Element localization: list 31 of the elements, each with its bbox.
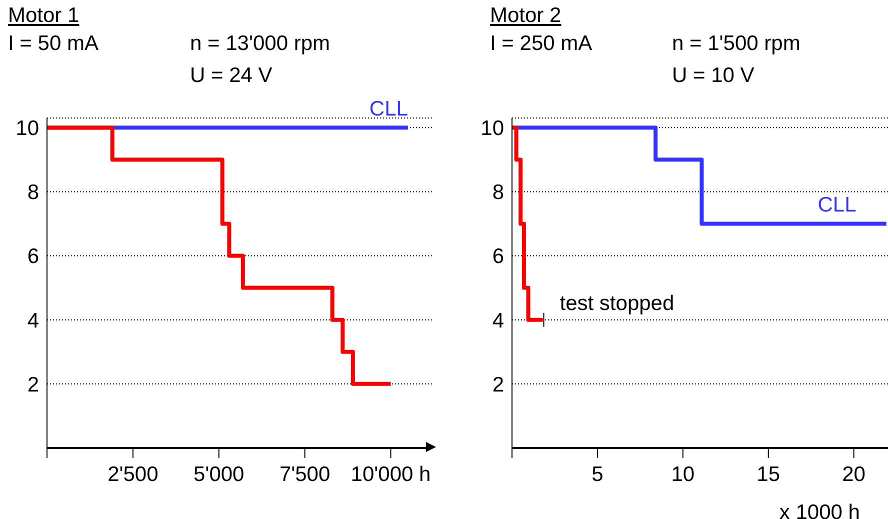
y-tick-label: 8	[27, 181, 39, 204]
y-tick-label: 10	[480, 117, 504, 140]
annotation: test stopped	[560, 292, 674, 315]
stop-tick-note: test stopped	[543, 292, 674, 328]
x-tick-label: 15	[756, 462, 780, 486]
y-tick-label: 2	[27, 373, 39, 396]
y-tick-label: 6	[27, 245, 39, 268]
chart-title: Motor 1	[8, 4, 80, 28]
y-tick-label: 8	[492, 181, 504, 204]
x-tick-label: 7'500	[279, 462, 330, 486]
text: U = 24 V	[190, 64, 272, 88]
chart-title: Motor 2	[490, 4, 562, 28]
x-tick-label: 10	[671, 462, 695, 486]
text: n = 1'500 rpm	[672, 32, 800, 56]
text: I = 50 mA	[8, 32, 98, 56]
x-tick-label: 20	[842, 462, 866, 486]
text: n = 13'000 rpm	[190, 32, 330, 56]
text: U = 10 V	[672, 64, 754, 88]
text: I = 250 mA	[490, 32, 592, 56]
x-tick-label: 5	[592, 462, 604, 486]
y-tick-label: 10	[16, 117, 39, 140]
x-tick-label: 2'500	[108, 462, 158, 486]
series-label: CLL	[818, 194, 856, 217]
y-tick-label: 4	[27, 309, 40, 332]
y-tick-label: 2	[492, 373, 504, 396]
x-axis-title: x 1000 h	[779, 501, 860, 519]
x-tick-label: 5'000	[194, 462, 244, 486]
y-tick-label: 6	[492, 245, 504, 268]
x-tick-label: 10'000 h	[350, 462, 431, 486]
series-label: CLL	[369, 98, 408, 121]
y-tick-label: 4	[492, 309, 504, 332]
